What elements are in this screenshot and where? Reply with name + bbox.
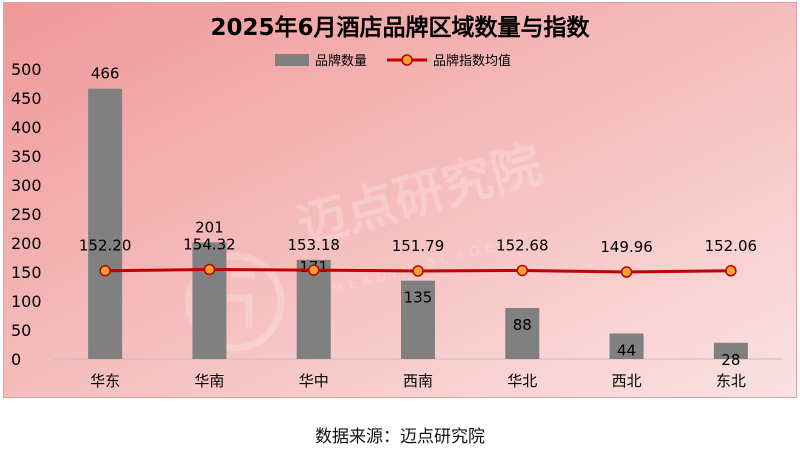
bar [401, 280, 435, 359]
y-tick-label: 100 [11, 292, 42, 311]
bar [296, 259, 331, 359]
line-data-label: 153.18 [287, 236, 340, 254]
y-tick-label: 200 [11, 234, 42, 253]
y-tick-label: 500 [11, 60, 42, 79]
line-data-label: 154.32 [183, 235, 236, 253]
line-point [203, 263, 216, 276]
x-tick-label: 华北 [507, 372, 537, 390]
y-tick-label: 450 [11, 89, 42, 108]
bar [505, 307, 540, 359]
legend-bar-label: 品牌数量 [315, 53, 367, 69]
bar-data-label: 88 [513, 316, 532, 334]
line-point [307, 264, 320, 276]
legend-bar-swatch [275, 54, 309, 66]
bar [713, 342, 748, 359]
bar [88, 88, 123, 359]
y-tick-label: 0 [11, 350, 21, 369]
chart-title: 2025年6月酒店品牌区域数量与指数 [210, 14, 590, 41]
legend-line-marker [401, 54, 413, 66]
x-tick-label: 东北 [716, 372, 746, 390]
bar-series [88, 88, 748, 359]
bar [609, 333, 644, 359]
bar-data-label: 201 [195, 218, 224, 236]
y-tick-label: 350 [11, 147, 42, 166]
chart-background [3, 2, 797, 398]
bar-data-label: 28 [721, 351, 740, 369]
line-series [99, 263, 737, 278]
y-tick-label: 50 [11, 321, 31, 340]
y-tick-label: 250 [11, 205, 42, 224]
y-tick-label: 150 [11, 263, 42, 282]
legend-line-label: 品牌指数均值 [433, 53, 511, 69]
line-point [412, 265, 424, 277]
line-data-labels: 152.20 154.32 153.18 151.79 152.68 149.96 152.… [79, 235, 757, 256]
x-tick-label: 西南 [403, 372, 433, 390]
x-axis-labels: 华东 华南 华中 西南 华北 西北 东北 [90, 372, 746, 390]
x-tick-label: 西北 [612, 372, 642, 390]
bar [192, 242, 227, 359]
line-point [620, 266, 633, 278]
line-data-label: 152.06 [705, 237, 758, 255]
bar-data-label: 44 [617, 341, 636, 359]
x-tick-label: 华东 [90, 372, 120, 390]
y-axis: 0 50 100 150 200 250 300 350 400 450 500 [11, 60, 42, 369]
bar-data-label: 466 [91, 65, 120, 83]
line-data-label: 151.79 [392, 237, 445, 255]
line-data-label: 152.68 [496, 236, 549, 254]
line-data-label: 149.96 [600, 238, 653, 256]
y-tick-label: 400 [11, 118, 42, 137]
legend: 品牌数量 品牌指数均值 [275, 53, 511, 69]
line-point [99, 264, 111, 277]
line-data-label: 152.20 [79, 237, 132, 255]
source-note: 数据来源：迈点研究院 [315, 427, 485, 447]
x-tick-label: 华中 [299, 372, 329, 390]
bar-data-label: 135 [404, 289, 433, 307]
y-tick-label: 300 [11, 176, 42, 195]
line-point [516, 264, 529, 277]
x-tick-label: 华南 [194, 372, 224, 390]
line-point [725, 265, 737, 277]
chart-area: 迈点研究院 MEADIN ACADEMY 2025年6月酒店品牌区域数量与指数 … [3, 2, 797, 398]
